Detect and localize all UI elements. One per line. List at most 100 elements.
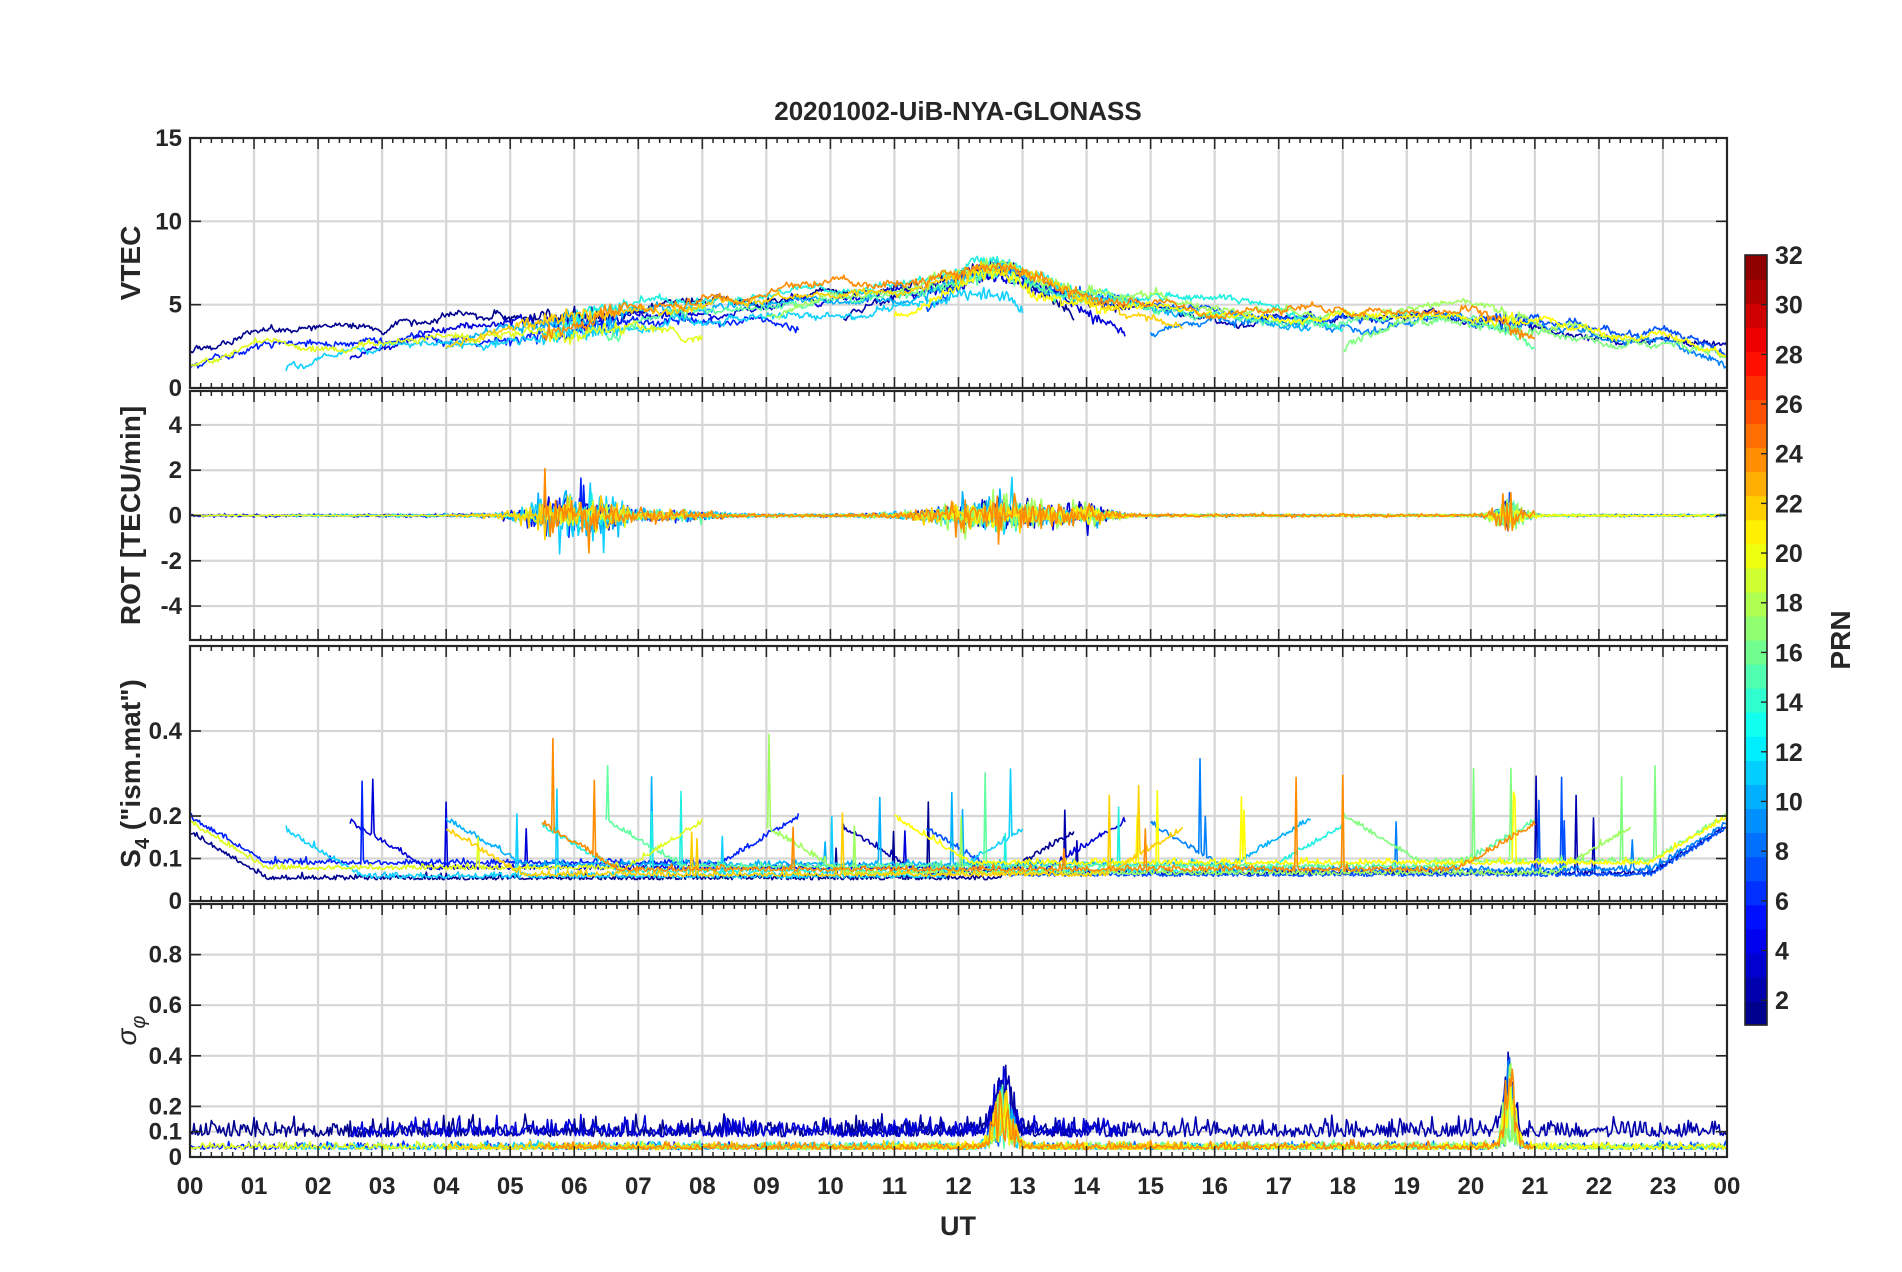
colorbar-segment bbox=[1745, 519, 1767, 545]
colorbar-segment bbox=[1745, 832, 1767, 858]
series-prn-18-vtec bbox=[765, 257, 1631, 345]
y-tick-label: 2 bbox=[169, 457, 182, 484]
colorbar-segment bbox=[1745, 808, 1767, 834]
colorbar-tick-label: 8 bbox=[1775, 838, 1789, 866]
colorbar-tick-label: 24 bbox=[1775, 441, 1803, 469]
y-tick-label: 4 bbox=[169, 412, 183, 439]
colorbar-segment bbox=[1745, 471, 1767, 497]
panel-rot-frame bbox=[188, 389, 1729, 642]
colorbar-segment bbox=[1745, 664, 1767, 689]
series-prn-24-rot bbox=[541, 467, 1536, 554]
colorbar-frame bbox=[1744, 254, 1768, 1026]
series-prn-21-vtec bbox=[893, 264, 1727, 360]
y-tick-label: 0 bbox=[169, 503, 182, 530]
series-prn-13-s4 bbox=[285, 768, 1024, 879]
x-tick-label: 02 bbox=[305, 1173, 332, 1200]
series-prn-24-vtec bbox=[541, 262, 1536, 341]
y-tick-label: 0.1 bbox=[149, 846, 182, 873]
colorbar-tick-label: 30 bbox=[1775, 292, 1803, 320]
colorbar-tick-label: 4 bbox=[1775, 937, 1789, 965]
x-tick-label: 23 bbox=[1650, 1173, 1677, 1200]
series-prn-20-s4 bbox=[190, 818, 704, 871]
series-prn-1-sigphi bbox=[190, 1064, 1075, 1138]
y-axis-label-main: S bbox=[115, 849, 146, 868]
y-tick-label: 0.8 bbox=[149, 942, 182, 969]
y-tick-label: 0.2 bbox=[149, 803, 182, 830]
x-tick-label: 03 bbox=[369, 1173, 396, 1200]
series-prn-21-s4 bbox=[894, 790, 1727, 866]
x-axis-label: UT bbox=[940, 1211, 976, 1241]
panel-vtec: 0 5 10 15 VTEC bbox=[115, 125, 1729, 402]
colorbar-tick-label: 22 bbox=[1775, 490, 1803, 518]
colorbar-segment bbox=[1745, 688, 1767, 713]
y-axis-label-sub: φ bbox=[128, 1016, 150, 1029]
colorbar-tick-label: 6 bbox=[1775, 888, 1789, 916]
x-tick-label: 04 bbox=[433, 1173, 460, 1200]
colorbar-tick-label: 28 bbox=[1775, 341, 1803, 369]
y-tick-label: 0.6 bbox=[149, 992, 182, 1019]
series-prn-22-s4 bbox=[445, 784, 1184, 878]
colorbar-tick-label: 14 bbox=[1775, 689, 1803, 717]
colorbar-segment bbox=[1745, 447, 1767, 473]
series-prn-24-sigphi bbox=[541, 1068, 1536, 1151]
colorbar-segment bbox=[1745, 856, 1767, 882]
series-prn-20-vtec bbox=[190, 320, 704, 369]
x-tick-label: 12 bbox=[945, 1173, 972, 1200]
colorbar-segment bbox=[1745, 351, 1767, 376]
colorbar-segment bbox=[1745, 640, 1767, 665]
x-tick-labels: 00 01 02 03 04 05 06 07 08 09 10 11 12 13 14 15 16 17 18 19… bbox=[177, 1173, 1741, 1200]
colorbar-segment bbox=[1745, 399, 1767, 425]
x-tick-label: 10 bbox=[817, 1173, 844, 1200]
colorbar-tick-label: 32 bbox=[1775, 242, 1803, 270]
colorbar-segment bbox=[1745, 615, 1767, 641]
x-tick-label: 08 bbox=[689, 1173, 716, 1200]
colorbar-tick-label: 2 bbox=[1775, 987, 1789, 1015]
colorbar-segment bbox=[1745, 736, 1767, 761]
x-tick-label: 18 bbox=[1329, 1173, 1356, 1200]
colorbar-segment bbox=[1745, 880, 1767, 906]
x-tick-label: 17 bbox=[1265, 1173, 1292, 1200]
colorbar-segment bbox=[1745, 952, 1767, 978]
colorbar-segment bbox=[1745, 495, 1767, 521]
panel-s4: 00.10.20.4S4 ("ism.mat") bbox=[115, 644, 1729, 915]
colorbar-segment bbox=[1745, 567, 1767, 593]
y-axis-label-rest: ("ism.mat") bbox=[115, 679, 146, 838]
y-tick-label: 0 bbox=[169, 1144, 182, 1171]
colorbar-segment bbox=[1745, 303, 1767, 328]
y-tick-label: 15 bbox=[155, 125, 182, 152]
x-tick-label: 20 bbox=[1457, 1173, 1484, 1200]
y-axis-label-s4: S4 ("ism.mat") bbox=[115, 679, 154, 868]
series-prn-17-vtec bbox=[1342, 314, 1727, 359]
colorbar-segment bbox=[1745, 928, 1767, 954]
x-tick-label: 00 bbox=[1714, 1173, 1741, 1200]
panel-sigphi-frame bbox=[188, 902, 1729, 1159]
series-prn-20-rot bbox=[190, 495, 703, 534]
x-tick-label: 22 bbox=[1586, 1173, 1613, 1200]
x-tick-label: 11 bbox=[882, 1173, 907, 1200]
y-tick-label: 0.2 bbox=[149, 1093, 182, 1120]
panel-sigphi: 00.10.2 0.4 0.6 0.8 σφ bbox=[111, 902, 1729, 1171]
colorbar-segment bbox=[1745, 1000, 1767, 1026]
colorbar-tick-label: 18 bbox=[1775, 590, 1803, 618]
y-axis-label-vtec: VTEC bbox=[115, 226, 146, 301]
panel-vtec-frame bbox=[188, 136, 1729, 390]
colorbar-segment bbox=[1745, 327, 1767, 352]
panel-rot: -4 -2 0 2 4 ROT [TECU/min] bbox=[115, 389, 1729, 642]
panel-s4-series bbox=[190, 733, 1727, 881]
x-tick-label: 00 bbox=[177, 1173, 204, 1200]
colorbar-segment bbox=[1745, 279, 1767, 304]
x-tick-label: 19 bbox=[1393, 1173, 1420, 1200]
colorbar-tick-label: 16 bbox=[1775, 639, 1803, 667]
x-tick-label: 06 bbox=[561, 1173, 588, 1200]
colorbar-segment bbox=[1745, 784, 1767, 810]
colorbar-label: PRN bbox=[1825, 610, 1856, 669]
y-tick-label: 5 bbox=[169, 292, 182, 319]
panel-s4-frame bbox=[188, 644, 1729, 903]
colorbar-segment bbox=[1745, 904, 1767, 930]
panel-sigphi-series bbox=[190, 1051, 1727, 1151]
y-tick-label: 0 bbox=[169, 888, 182, 915]
colorbar-segment bbox=[1745, 423, 1767, 449]
colorbar-segment bbox=[1745, 591, 1767, 617]
series-prn-24-s4 bbox=[541, 737, 1536, 872]
colorbar-segment bbox=[1745, 976, 1767, 1002]
